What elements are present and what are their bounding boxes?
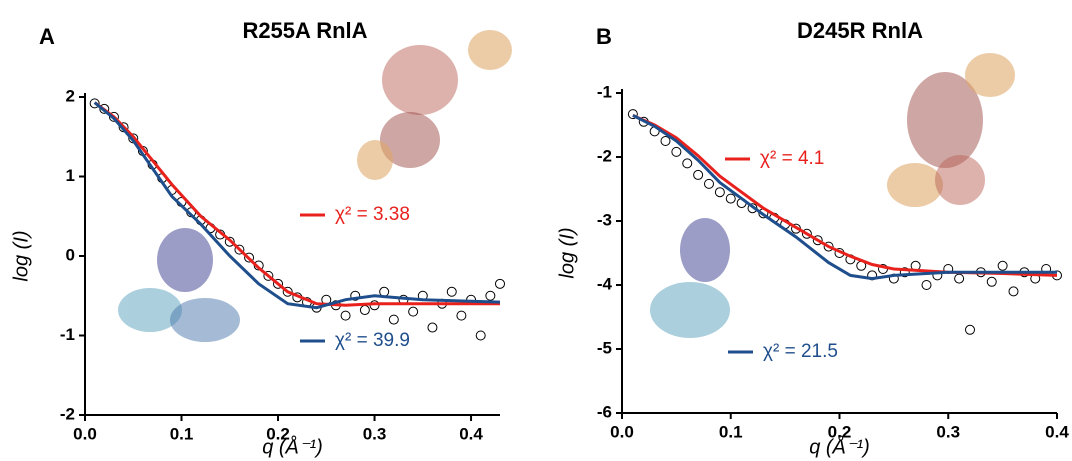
data-point (1008, 286, 1019, 297)
data-point (997, 260, 1008, 271)
data-point (234, 244, 245, 255)
data-point (99, 103, 110, 114)
y-tick-label: 0 (66, 245, 75, 264)
fit-line (93, 101, 500, 307)
data-point (359, 305, 370, 316)
data-point (263, 270, 274, 281)
x-tick-label: 0.4 (459, 424, 483, 443)
data-point (495, 278, 505, 289)
x-tick-label: 0.1 (170, 424, 194, 443)
data-point (812, 235, 823, 246)
y-tick-label: -6 (597, 402, 612, 421)
data-point (823, 241, 834, 252)
data-point (456, 310, 467, 321)
y-tick-label: -5 (597, 338, 612, 357)
x-tick-label: 0.4 (1045, 422, 1069, 441)
data-point (682, 158, 693, 169)
y-tick-label: -4 (597, 274, 613, 293)
panel-label: A (39, 24, 55, 49)
data-point (899, 267, 910, 278)
data-point (671, 146, 682, 157)
data-point (89, 98, 100, 109)
fit-line (93, 101, 501, 310)
fit-line (632, 114, 1058, 277)
y-tick-label: -3 (597, 210, 612, 229)
data-point (475, 330, 486, 341)
y-tick-label: 2 (66, 86, 75, 105)
legend-label: χ² = 21.5 (763, 341, 838, 362)
fit-line (632, 114, 1057, 281)
legend-label: χ² = 39.9 (335, 330, 410, 351)
x-axis-label: q (Å⁻¹) (809, 435, 870, 458)
x-tick-label: 0.2 (266, 424, 290, 443)
x-tick-label: 0.1 (719, 422, 743, 441)
x-tick-label: 0.2 (828, 422, 852, 441)
data-point (273, 278, 284, 289)
data-point (704, 178, 714, 189)
y-tick-label: -1 (597, 82, 612, 101)
protein-structure (118, 30, 1015, 342)
data-point (282, 286, 293, 297)
y-tick-label: -2 (60, 404, 75, 423)
data-point (244, 252, 255, 263)
panel-label: B (596, 24, 612, 49)
data-point (954, 273, 965, 284)
legend-label: χ² = 4.1 (760, 148, 824, 169)
data-point (350, 290, 361, 301)
chart-title: D245R RnlA (797, 18, 923, 43)
data-point (388, 314, 399, 325)
x-tick-label: 0.0 (610, 422, 634, 441)
y-tick-label: -1 (60, 325, 75, 344)
data-point (714, 187, 725, 198)
data-point (921, 280, 932, 290)
data-point (801, 228, 812, 239)
x-axis-label: q (Å⁻¹) (262, 435, 323, 458)
data-point (965, 324, 975, 335)
x-tick-label: 0.3 (936, 422, 960, 441)
chart-title: R255A RnlA (242, 18, 367, 43)
y-axis-label: log (I) (556, 227, 578, 278)
y-axis-label: log (I) (10, 230, 32, 281)
x-tick-label: 0.3 (363, 424, 387, 443)
data-point (986, 276, 997, 287)
data-point (485, 290, 496, 301)
data-point (108, 111, 119, 122)
data-point (427, 322, 438, 333)
data-point (340, 310, 351, 321)
data-point (446, 286, 457, 297)
data-point (660, 136, 671, 146)
data-point (627, 109, 638, 120)
data-point (408, 306, 419, 317)
data-point (224, 236, 235, 247)
x-tick-label: 0.0 (73, 424, 97, 443)
data-point (725, 193, 736, 204)
data-point (693, 169, 704, 180)
y-tick-label: 1 (66, 166, 75, 185)
y-tick-label: -2 (597, 146, 612, 165)
legend-label: χ² = 3.38 (335, 204, 410, 225)
